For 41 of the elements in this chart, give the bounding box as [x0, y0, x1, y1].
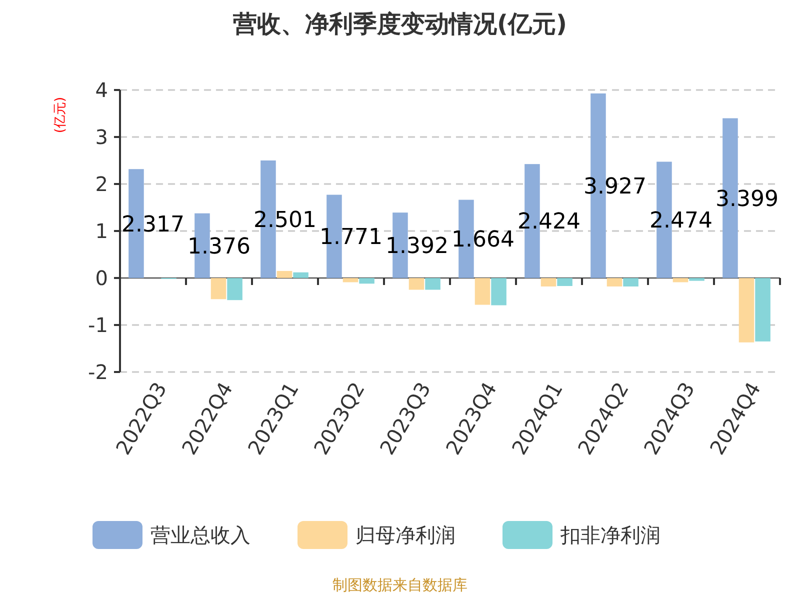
y-tick-label: 4: [95, 78, 108, 102]
bar: [491, 278, 506, 306]
data-label: 1.392: [386, 234, 448, 259]
bar: [293, 272, 308, 278]
data-label: 3.927: [584, 174, 646, 200]
y-axis-title: (亿元): [53, 96, 68, 134]
bar: [689, 278, 704, 281]
legend-label: 营业总收入: [150, 523, 250, 547]
bar: [408, 278, 424, 290]
bar: [342, 278, 358, 282]
text: 制图数据来自数据库: [332, 576, 468, 594]
bar: [474, 278, 490, 305]
data-label: 2.474: [650, 208, 712, 234]
data-label: 2.424: [518, 210, 580, 235]
bar: [425, 278, 440, 290]
legend-label: 扣非净利润: [560, 523, 660, 547]
y-tick-label: 1: [95, 219, 108, 243]
data-label: 1.664: [452, 228, 514, 253]
data-label: 3.399: [716, 186, 778, 212]
y-tick-label: 0: [95, 266, 108, 290]
chart-title: 营收、净利季度变动情况(亿元): [232, 10, 567, 38]
bar: [540, 278, 556, 286]
y-tick-label: 2: [95, 172, 108, 196]
y-tick-label: -2: [88, 360, 108, 384]
bar: [276, 270, 292, 278]
bar: [672, 278, 688, 282]
bar: [210, 278, 226, 300]
y-tick-label: 3: [95, 125, 108, 149]
bar: [557, 278, 572, 286]
data-label: 2.501: [254, 208, 316, 233]
bar: [227, 278, 242, 300]
data-label: 1.376: [188, 234, 250, 260]
bar: [755, 278, 770, 342]
bar: [359, 278, 374, 284]
data-label: 1.771: [320, 225, 382, 250]
legend-label: 归母净利润: [356, 523, 456, 547]
data-label: 2.317: [122, 212, 184, 238]
bar: [623, 278, 638, 286]
bar: [606, 278, 622, 286]
y-tick-label: -1: [88, 313, 108, 337]
bar: [738, 278, 754, 342]
